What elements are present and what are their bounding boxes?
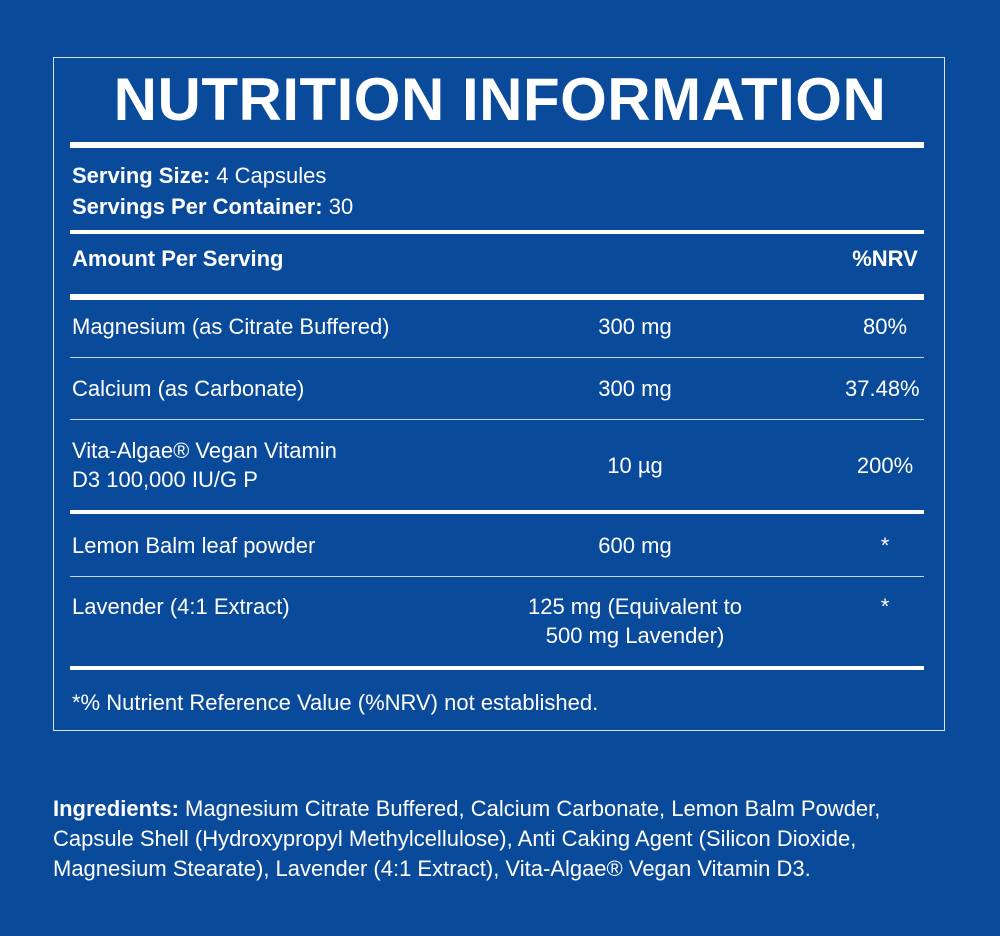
ingredients-text: Magnesium Citrate Buffered, Calcium Carb… xyxy=(53,796,881,881)
nutrient-amount: 300 mg xyxy=(598,314,672,339)
divider xyxy=(70,419,924,420)
servings-per-container-value: 30 xyxy=(322,194,354,219)
ingredients: Ingredients: Magnesium Citrate Buffered,… xyxy=(53,794,953,884)
nutrient-nrv: * xyxy=(880,533,890,558)
nrv-header: %NRV xyxy=(852,246,918,271)
nutrient-name: Calcium (as Carbonate) xyxy=(72,376,305,401)
nutrient-amount-line2: 500 mg Lavender) xyxy=(545,623,725,648)
nutrient-name: Magnesium (as Citrate Buffered) xyxy=(72,314,390,339)
divider xyxy=(70,666,924,670)
servings-per-container-label: Servings Per Container: xyxy=(72,194,323,219)
amount-per-serving-header: Amount Per Serving xyxy=(72,246,284,271)
serving-size-label: Serving Size: xyxy=(72,163,211,188)
divider xyxy=(70,294,924,300)
nutrient-nrv: * xyxy=(880,594,890,619)
nutrient-amount: 10 µg xyxy=(607,453,663,478)
nutrient-amount: 300 mg xyxy=(598,376,672,401)
footnote: *% Nutrient Reference Value (%NRV) not e… xyxy=(72,690,599,715)
page-title: NUTRITION INFORMATION xyxy=(113,66,887,133)
nutrition-panel xyxy=(53,57,945,731)
nutrient-nrv: 80% xyxy=(862,314,908,339)
divider xyxy=(70,357,924,358)
divider xyxy=(70,142,924,148)
divider xyxy=(70,510,924,514)
ingredients-label: Ingredients: xyxy=(53,796,179,821)
nutrient-nrv: 37.48% xyxy=(845,376,920,401)
nutrient-amount-line1: 125 mg (Equivalent to xyxy=(527,594,743,619)
nutrient-amount: 600 mg xyxy=(598,533,672,558)
serving-size-value: 4 Capsules xyxy=(210,163,327,188)
nutrient-name: Lemon Balm leaf powder xyxy=(72,533,316,558)
nutrient-nrv: 200% xyxy=(856,453,914,478)
nutrient-name-line1: Vita-Algae® Vegan Vitamin xyxy=(72,438,337,463)
servings-per-container: Servings Per Container: 30 xyxy=(72,193,353,221)
nutrient-name: Lavender (4:1 Extract) xyxy=(72,594,290,619)
divider xyxy=(70,230,924,234)
serving-size: Serving Size: 4 Capsules xyxy=(72,162,326,190)
nutrient-name-line2: D3 100,000 IU/G P xyxy=(72,467,258,492)
divider xyxy=(70,576,924,577)
